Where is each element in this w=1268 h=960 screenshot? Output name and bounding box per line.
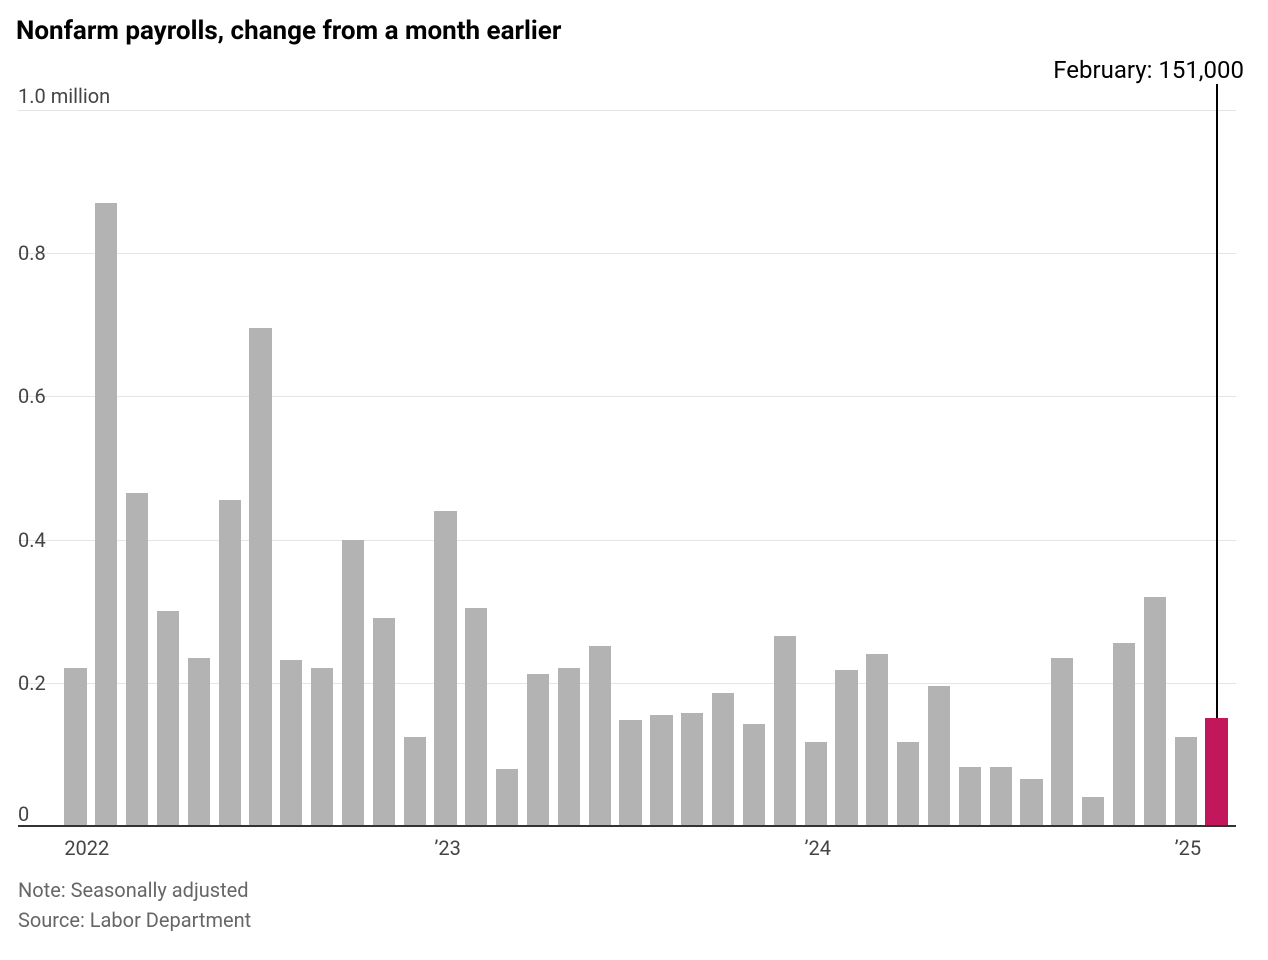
- gridline: [18, 396, 1236, 397]
- y-tick-label: 0.2: [18, 671, 46, 695]
- bar: [866, 654, 888, 826]
- bar: [589, 646, 611, 826]
- bar: [712, 693, 734, 826]
- x-tick-label: ’24: [805, 836, 831, 860]
- bar: [311, 668, 333, 826]
- x-axis-baseline: [18, 825, 1236, 827]
- gridline: [18, 540, 1236, 541]
- bar: [959, 767, 981, 826]
- bar: [404, 737, 426, 827]
- bar: [95, 203, 117, 826]
- bar: [1113, 643, 1135, 826]
- x-tick-label: 2022: [64, 836, 109, 860]
- highlight-annotation: February: 151,000: [1053, 56, 1244, 84]
- bar: [1082, 797, 1104, 826]
- bar: [249, 328, 271, 826]
- bar: [619, 720, 641, 826]
- bar: [219, 500, 241, 826]
- bar: [835, 670, 857, 826]
- bar: [743, 724, 765, 826]
- bar: [373, 618, 395, 826]
- bar: [805, 742, 827, 826]
- bar: [465, 608, 487, 826]
- y-tick-label: 0: [18, 802, 29, 826]
- annotation-leader-line: [1216, 84, 1218, 718]
- chart-footer: Note: Seasonally adjusted Source: Labor …: [18, 872, 251, 932]
- bar: [1051, 658, 1073, 826]
- bar: [188, 658, 210, 826]
- y-tick-label: 0.6: [18, 384, 46, 408]
- bar: [157, 611, 179, 826]
- bar: [527, 674, 549, 826]
- bar: [1020, 779, 1042, 826]
- bar: [990, 767, 1012, 826]
- bar: [434, 511, 456, 826]
- plot-area: 00.20.40.60.82022’23’24’25: [18, 110, 1236, 826]
- gridline: [18, 110, 1236, 111]
- bar: [681, 713, 703, 826]
- y-tick-label: 0.8: [18, 241, 46, 265]
- bar: [774, 636, 796, 826]
- bar: [558, 668, 580, 826]
- bar: [928, 686, 950, 826]
- chart-source: Source: Labor Department: [18, 908, 251, 932]
- chart-note: Note: Seasonally adjusted: [18, 878, 251, 902]
- y-axis-top-label: 1.0 million: [18, 84, 110, 108]
- chart-container: Nonfarm payrolls, change from a month ea…: [0, 0, 1268, 960]
- bar: [64, 668, 86, 826]
- x-tick-label: ’23: [434, 836, 460, 860]
- chart-title: Nonfarm payrolls, change from a month ea…: [16, 16, 1244, 46]
- gridline: [18, 253, 1236, 254]
- bar: [126, 493, 148, 826]
- bar-highlight: [1205, 718, 1227, 826]
- y-tick-label: 0.4: [18, 528, 46, 552]
- bar: [650, 715, 672, 826]
- bar: [1144, 597, 1166, 826]
- bar: [342, 540, 364, 826]
- bar: [496, 769, 518, 826]
- bar: [1175, 737, 1197, 827]
- bar: [280, 660, 302, 826]
- x-tick-label: ’25: [1175, 836, 1201, 860]
- bar: [897, 742, 919, 826]
